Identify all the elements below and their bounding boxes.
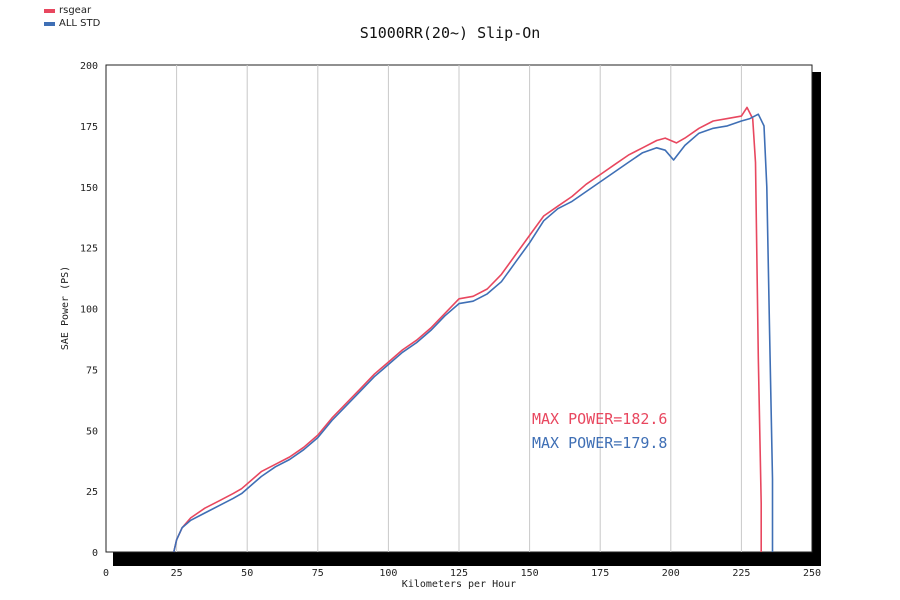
legend-swatch-all-std	[44, 21, 55, 26]
y-tick-25: 25	[86, 487, 98, 498]
x-tick-25: 25	[171, 568, 183, 579]
chart-title: S1000RR(20~) Slip-On	[359, 24, 541, 42]
y-tick-175: 175	[80, 122, 98, 133]
grid	[176, 65, 742, 552]
series-line-all-std	[173, 113, 774, 553]
x-tick-100: 100	[379, 568, 397, 579]
y-tick-75: 75	[86, 365, 98, 376]
y-tick-200: 200	[80, 61, 98, 72]
y-tick-125: 125	[80, 244, 98, 255]
x-tick-125: 125	[450, 568, 468, 579]
x-tick-0: 0	[103, 568, 109, 579]
legend-item-rsgear: rsgear	[44, 4, 100, 17]
legend-item-all-std: ALL STD	[44, 17, 100, 30]
y-tick-labels: 0 25 50 75 100 125 150 175 200	[80, 61, 98, 559]
x-tick-250: 250	[803, 568, 821, 579]
x-tick-175: 175	[591, 568, 609, 579]
legend-label-all-std: ALL STD	[59, 18, 101, 29]
x-tick-150: 150	[521, 568, 539, 579]
series-lines	[173, 106, 774, 553]
y-tick-150: 150	[80, 183, 98, 194]
legend: rsgear ALL STD	[44, 4, 100, 30]
y-tick-100: 100	[80, 305, 98, 316]
y-axis-title: SAE Power (PS)	[60, 266, 71, 350]
max-power-rsgear: MAX POWER=182.6	[532, 410, 667, 428]
x-tick-labels: 0 25 50 75 100 125 150 175 200 225 250	[103, 568, 821, 579]
legend-label-rsgear: rsgear	[59, 5, 92, 16]
y-tick-50: 50	[86, 426, 98, 437]
series-line-rsgear	[173, 106, 762, 553]
x-tick-200: 200	[662, 568, 680, 579]
x-tick-75: 75	[312, 568, 324, 579]
max-power-all-std: MAX POWER=179.8	[532, 434, 667, 452]
legend-swatch-rsgear	[44, 8, 55, 13]
x-tick-225: 225	[732, 568, 750, 579]
y-tick-0: 0	[92, 548, 98, 559]
x-axis-title: Kilometers per Hour	[402, 579, 516, 590]
x-tick-50: 50	[241, 568, 253, 579]
